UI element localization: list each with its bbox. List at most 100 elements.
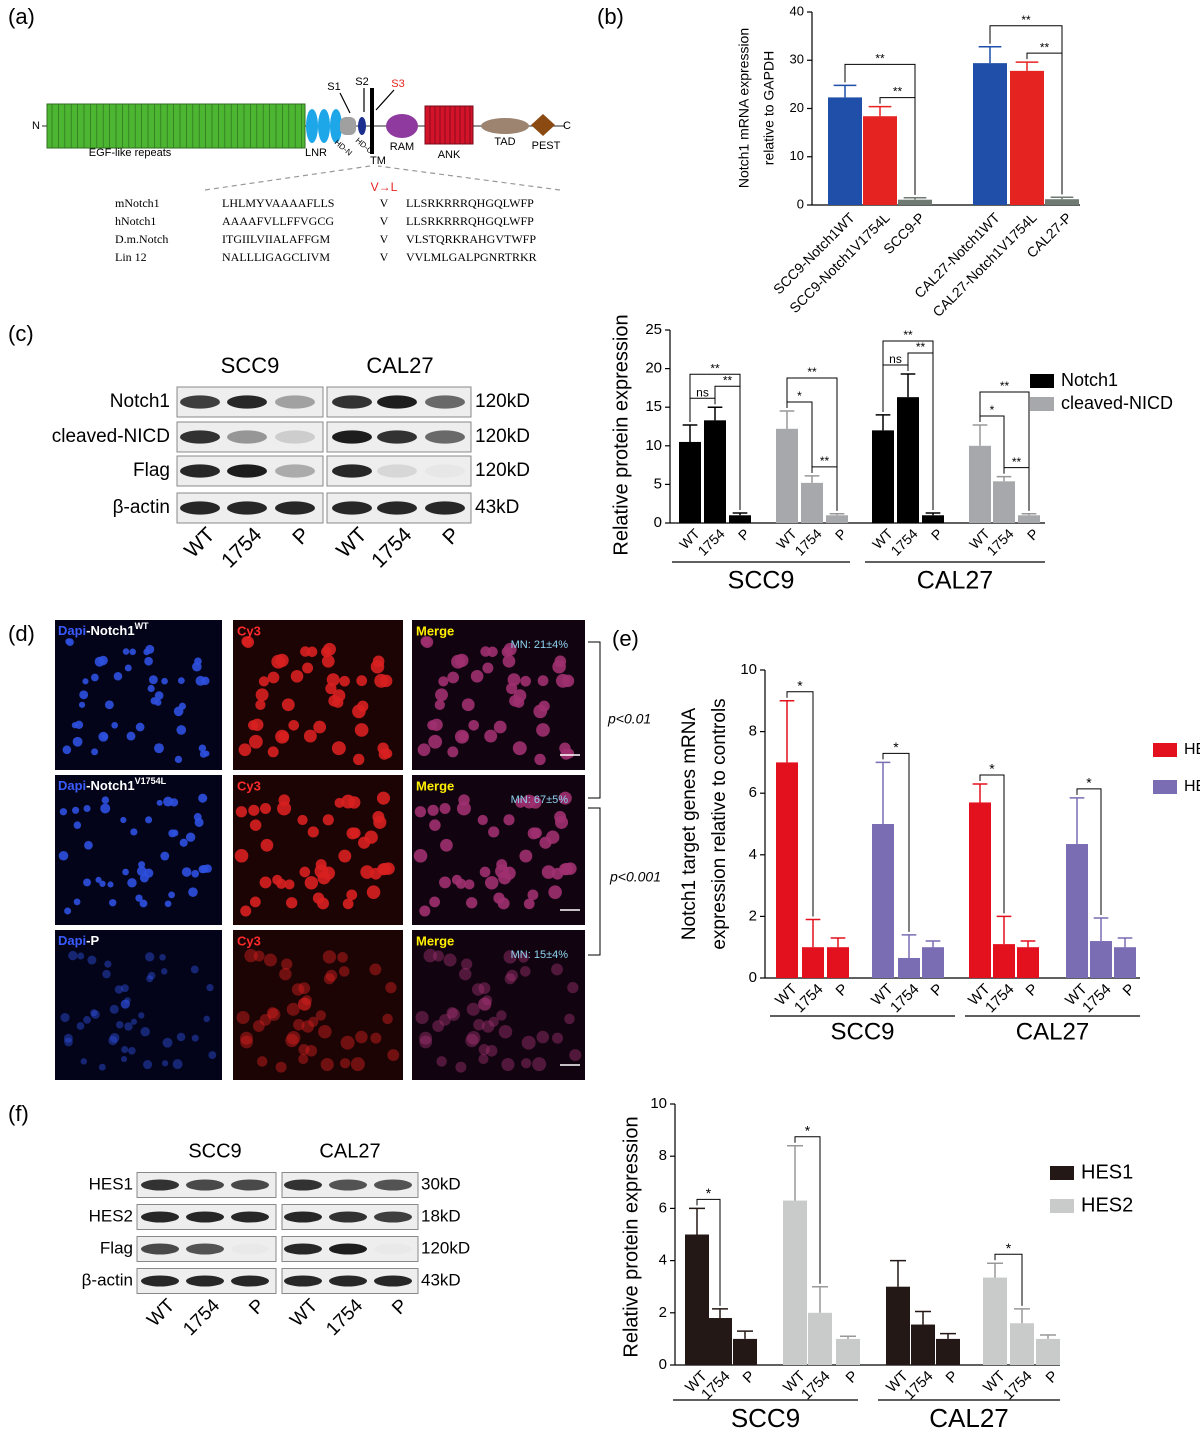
lane-label: P (288, 523, 314, 549)
cell (413, 848, 428, 863)
error-bar (1050, 196, 1074, 200)
cell (63, 1033, 73, 1043)
ank (424, 105, 474, 145)
y-tick-label: 10 (740, 661, 757, 678)
cell (443, 953, 457, 967)
cell (162, 1037, 173, 1048)
cell (342, 898, 354, 910)
cell (504, 973, 516, 985)
error-bar (903, 197, 927, 200)
error-bar (925, 940, 941, 948)
cell (447, 671, 459, 684)
band (186, 1275, 224, 1287)
cell (477, 814, 488, 826)
significance-label: * (1086, 775, 1092, 791)
cell (181, 867, 192, 877)
significance-bracket (696, 1198, 721, 1306)
cell (121, 1046, 129, 1054)
band (284, 1243, 322, 1255)
blot-size: 30kD (421, 1174, 461, 1193)
cell (569, 1049, 582, 1062)
bar (1010, 70, 1044, 206)
cell (143, 1059, 153, 1070)
error-bar (712, 1308, 728, 1319)
y-axis-label: Relative protein expression (610, 314, 632, 555)
cell (369, 963, 382, 976)
x-tick-label: 1754 (887, 525, 920, 558)
cell (382, 1013, 393, 1025)
significance-bracket (811, 466, 838, 511)
cell (414, 806, 427, 818)
cell (120, 816, 127, 824)
y-tick-label: 0 (797, 196, 804, 211)
cell (83, 878, 91, 887)
cell (503, 950, 517, 964)
cell (458, 731, 469, 742)
alignment-cell: V (380, 214, 389, 228)
band (227, 501, 267, 515)
cell (66, 638, 74, 647)
bar (936, 1338, 960, 1365)
x-tick-label: P (928, 981, 947, 1000)
cell (301, 1020, 315, 1033)
cell (346, 889, 358, 901)
bar (911, 1324, 935, 1365)
y-axis-label: expression relative to controls (709, 698, 730, 949)
x-tick-label: 1754 (983, 525, 1016, 558)
cell (190, 965, 199, 974)
domain-label: ANK (438, 149, 461, 161)
cell (308, 1016, 319, 1027)
band (374, 1244, 412, 1255)
terminus: C (563, 120, 571, 132)
blot-size: 120kD (475, 460, 530, 481)
stain-label-part: Dapi (58, 933, 86, 948)
cell (128, 1046, 136, 1055)
cell (242, 636, 255, 649)
cell (439, 802, 451, 814)
cell (558, 791, 572, 805)
error-bar (787, 1145, 803, 1201)
arrow (339, 92, 351, 114)
legend-label: cleaved-NICD (1061, 393, 1173, 413)
blot-size: 120kD (475, 391, 530, 412)
error-bar (833, 84, 857, 98)
lane-label: 1754 (179, 1295, 224, 1340)
cell (267, 1008, 281, 1021)
cell (559, 742, 571, 754)
significance-label: * (805, 1122, 811, 1138)
cell (256, 1056, 268, 1067)
cell (320, 1057, 334, 1072)
cell (530, 827, 542, 839)
cell (447, 1008, 461, 1021)
x-tick-label: 1754 (694, 525, 727, 558)
alignment-cell: V (380, 196, 389, 210)
panel-label: (f) (8, 1101, 29, 1126)
cell (337, 951, 348, 963)
bar (827, 947, 849, 978)
y-tick-label: 20 (645, 360, 662, 377)
bar (733, 1338, 757, 1365)
significance-label: ** (893, 85, 903, 99)
stain-label-part: -Notch1 (86, 778, 134, 793)
x-tick-label: P (843, 1368, 862, 1387)
terminus: N (32, 120, 40, 132)
cell (129, 648, 136, 656)
cell (122, 868, 129, 876)
error-bar (1117, 937, 1133, 948)
significance-label: ** (1021, 13, 1031, 27)
cell (552, 659, 566, 674)
cell (435, 688, 448, 702)
cell (340, 1035, 355, 1050)
blot-row-label: β-actin (113, 497, 170, 518)
cell (272, 874, 283, 885)
cell (564, 1013, 575, 1025)
cell (432, 1020, 445, 1032)
band (377, 501, 417, 515)
cell (507, 673, 521, 687)
cell (168, 891, 175, 899)
cell (297, 814, 308, 826)
cell (185, 832, 196, 842)
cell (139, 899, 148, 908)
cell (468, 719, 480, 731)
cell (82, 678, 89, 685)
